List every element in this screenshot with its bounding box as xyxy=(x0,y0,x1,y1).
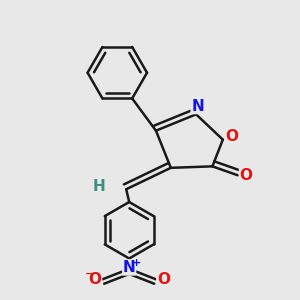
Text: O: O xyxy=(88,272,101,287)
Text: H: H xyxy=(93,179,106,194)
Text: +: + xyxy=(132,258,141,268)
Text: O: O xyxy=(239,168,253,183)
Text: O: O xyxy=(225,129,238,144)
Text: N: N xyxy=(191,98,204,113)
Text: −: − xyxy=(84,269,94,279)
Text: N: N xyxy=(123,260,136,275)
Text: O: O xyxy=(157,272,170,287)
